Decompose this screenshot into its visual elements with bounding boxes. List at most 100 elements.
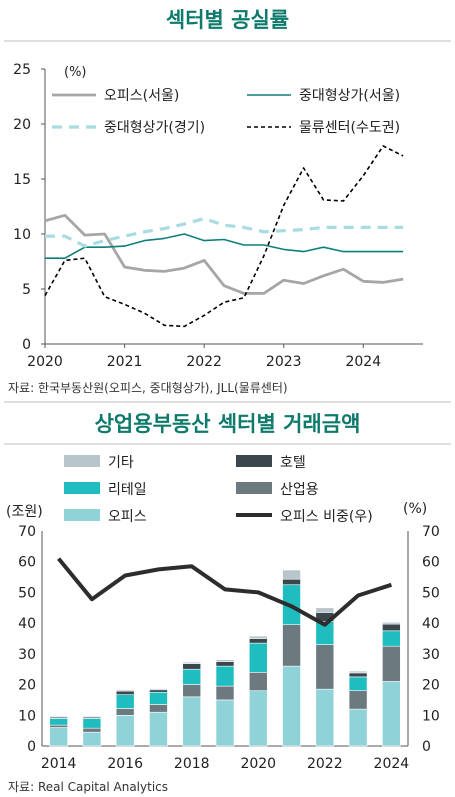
bar-2020-3 xyxy=(248,642,268,673)
y2-tick-label: 60 xyxy=(422,555,440,571)
bar-2019-2 xyxy=(215,685,235,701)
bar-2024-5 xyxy=(382,621,401,625)
bar-2023-4 xyxy=(348,672,368,678)
x-tick-label: 2024 xyxy=(345,354,381,370)
bar-2018-3 xyxy=(182,668,202,685)
bar-2024-4 xyxy=(382,623,401,632)
x-tick-label: 2024 xyxy=(374,756,410,772)
legend-label-3: 리테일 xyxy=(108,482,147,498)
y-tick-label: 20 xyxy=(18,678,36,694)
bar-2023-3 xyxy=(348,676,368,692)
y2-tick-label: 30 xyxy=(422,647,440,663)
x-tick-label: 2018 xyxy=(174,756,210,772)
bar-2017-2 xyxy=(149,704,168,713)
bar-2017-3 xyxy=(149,691,168,705)
y-tick-label: 10 xyxy=(18,708,36,724)
legend-label-line: 오피스 비중(우) xyxy=(280,509,373,525)
bar-2014-3 xyxy=(49,718,68,726)
x-tick-label: 2016 xyxy=(107,756,143,772)
source-1: 자료: 한국부동산원(오피스, 중대형상가), JLL(물류센터) xyxy=(8,381,288,395)
bar-2014-1 xyxy=(49,727,68,747)
bar-2016-2 xyxy=(115,708,135,716)
y-tick-label: 40 xyxy=(18,616,36,632)
y-axis-label: (%) xyxy=(64,65,87,80)
bar-2024-1 xyxy=(382,681,401,747)
y-tick-label: 15 xyxy=(13,172,31,188)
source-2: 자료: Real Capital Analytics xyxy=(8,780,168,794)
legend-swatch-4 xyxy=(236,482,272,494)
bar-2017-1 xyxy=(149,711,168,747)
panel1-title: 섹터별 공실률 xyxy=(165,8,290,32)
bar-2016-1 xyxy=(115,714,135,747)
legend-label-4: 산업용 xyxy=(280,482,319,498)
legend-swatch-5 xyxy=(64,509,100,521)
y2-axis-label: (%) xyxy=(403,501,427,517)
x-tick-label: 2020 xyxy=(27,354,63,370)
legend-label-2: 중대형상가(서울) xyxy=(299,88,400,104)
bar-2020-1 xyxy=(248,690,268,747)
bar-2020-2 xyxy=(248,671,268,692)
bar-2024-2 xyxy=(382,645,401,682)
bar-2021-1 xyxy=(282,665,301,747)
y-tick-label: 10 xyxy=(13,227,31,243)
bar-2014-2 xyxy=(49,724,68,728)
bar-2023-2 xyxy=(348,690,368,710)
series-line-3 xyxy=(45,217,404,248)
y2-tick-label: 20 xyxy=(422,678,440,694)
x-tick-label: 2023 xyxy=(266,354,302,370)
bar-2015-5 xyxy=(82,715,102,718)
bar-2022-5 xyxy=(315,607,335,613)
bar-2020-5 xyxy=(248,635,268,639)
bar-2019-5 xyxy=(215,659,235,662)
series-line-1 xyxy=(44,213,404,295)
bar-2016-4 xyxy=(115,690,135,696)
bar-2017-4 xyxy=(149,689,168,693)
bar-2021-5 xyxy=(282,569,301,580)
bar-2015-1 xyxy=(82,731,102,747)
x-tick-label: 2022 xyxy=(307,756,343,772)
bar-2023-1 xyxy=(348,708,368,747)
legend-swatch-1 xyxy=(64,455,100,467)
office-share-line xyxy=(57,557,393,627)
bar-2015-3 xyxy=(82,718,102,729)
bar-2021-4 xyxy=(282,578,301,586)
bar-2023-5 xyxy=(348,670,368,674)
bar-2019-4 xyxy=(215,661,235,667)
x-tick-label: 2014 xyxy=(41,756,77,772)
y-tick-label: 0 xyxy=(22,337,31,353)
bar-2016-3 xyxy=(115,694,135,709)
series-line-2 xyxy=(45,233,404,260)
legend-label-4: 물류센터(수도권) xyxy=(299,120,400,136)
legend-label-5: 오피스 xyxy=(108,509,147,525)
y2-tick-label: 50 xyxy=(422,585,440,601)
y-tick-label: 5 xyxy=(22,282,31,298)
y-tick-label: 25 xyxy=(13,62,31,78)
y2-tick-label: 70 xyxy=(422,524,440,540)
legend-swatch-3 xyxy=(64,482,100,494)
vacancy-chart: 0 5 10 15 20 25 2020 2021 2022 2023 2024 (%) 오피스(서울)… xyxy=(13,62,423,370)
bar-2019-1 xyxy=(215,699,235,747)
y-tick-label: 60 xyxy=(18,555,36,571)
x-tick-label: 2020 xyxy=(240,756,276,772)
y2-tick-label: 10 xyxy=(422,708,440,724)
x-tick-label: 2021 xyxy=(107,354,143,370)
y-tick-label: 70 xyxy=(18,524,36,540)
y-tick-label: 30 xyxy=(18,647,36,663)
bar-2018-5 xyxy=(182,661,202,664)
y2-tick-label: 0 xyxy=(422,739,431,755)
series-line-4 xyxy=(44,145,404,328)
transaction-chart: 0 10 20 30 40 50 60 70 0 10 20 30 40 50 60 70 (조원) (%) 201… xyxy=(6,455,440,772)
y2-tick-label: 40 xyxy=(422,616,440,632)
bar-2020-4 xyxy=(248,638,268,644)
y-tick-label: 0 xyxy=(27,739,36,755)
bar-2016-5 xyxy=(115,689,135,692)
x-tick-label: 2022 xyxy=(186,354,222,370)
bar-2014-5 xyxy=(49,715,68,718)
y-axis-label: (조원) xyxy=(6,504,43,520)
panel2-title: 상업용부동산 섹터별 거래금액 xyxy=(94,412,361,436)
bar-2022-2 xyxy=(315,644,335,690)
bar-2015-2 xyxy=(82,727,102,733)
legend-swatch-2 xyxy=(236,455,272,467)
bar-2024-3 xyxy=(382,630,401,647)
